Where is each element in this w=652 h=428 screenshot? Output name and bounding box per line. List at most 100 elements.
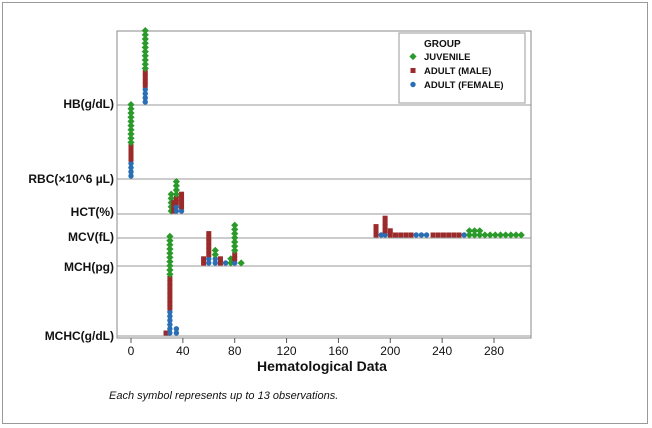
dot-juvenile: [127, 101, 135, 109]
dot-female: [167, 313, 173, 319]
dot-juvenile: [166, 270, 174, 278]
dot-juvenile: [231, 242, 239, 250]
dot-juvenile: [465, 231, 473, 239]
dot-male: [392, 232, 398, 238]
dot-male: [163, 330, 169, 336]
dot-male: [206, 252, 212, 258]
dot-female: [167, 330, 173, 336]
dot-juvenile: [517, 231, 525, 239]
dot-juvenile: [231, 230, 239, 238]
dot-male: [440, 232, 446, 238]
dot-male: [128, 152, 134, 158]
x-tick-label: 40: [176, 344, 190, 358]
dot-female: [206, 260, 212, 266]
dot-juvenile: [166, 253, 174, 261]
dot-male: [382, 228, 388, 234]
dot-juvenile: [231, 221, 239, 229]
dot-male: [167, 280, 173, 286]
dot-juvenile: [231, 238, 239, 246]
dot-juvenile: [496, 231, 505, 239]
dot-male: [408, 232, 414, 238]
dot-male: [167, 296, 173, 302]
x-tick-label: 200: [380, 344, 400, 358]
dot-female: [413, 232, 419, 238]
dot-juvenile: [141, 35, 149, 43]
dot-juvenile: [211, 246, 219, 254]
dot-female: [173, 208, 180, 214]
dot-juvenile: [141, 31, 149, 39]
x-tick-label: 80: [228, 344, 242, 358]
dot-female: [142, 90, 148, 97]
dot-juvenile: [476, 227, 484, 235]
dot-juvenile: [141, 52, 149, 60]
dot-male: [382, 224, 388, 230]
dot-female: [128, 169, 134, 175]
panel-label: MCV(fL): [68, 230, 114, 244]
dot-female: [167, 326, 173, 332]
dot-male: [206, 243, 212, 249]
panel-label: MCHC(g/dL): [45, 329, 114, 343]
dot-juvenile: [141, 64, 149, 72]
panel-label: RBC(×10^6 µL): [28, 172, 114, 186]
dot-female: [206, 256, 212, 262]
dot-female: [167, 309, 173, 315]
dot-male: [456, 232, 462, 238]
legend-marker-male: [410, 68, 416, 73]
x-tick-label: 240: [432, 344, 452, 358]
legend-label-juvenile: JUVENILE: [424, 52, 470, 63]
dot-female: [173, 330, 180, 336]
dot-male: [171, 200, 177, 206]
dot-male: [403, 232, 409, 238]
dot-juvenile: [486, 231, 494, 239]
dot-juvenile: [166, 266, 174, 274]
dot-male: [128, 148, 134, 154]
legend-marker-juvenile: [409, 52, 417, 61]
dot-female: [232, 260, 238, 266]
dot-male: [201, 260, 207, 266]
x-tick-label: 0: [128, 344, 135, 358]
dot-female: [167, 317, 173, 324]
dot-juvenile: [166, 232, 174, 240]
dot-female: [142, 99, 148, 105]
dot-female: [173, 326, 180, 332]
dot-male: [128, 144, 134, 150]
dot-juvenile: [172, 186, 180, 194]
dot-juvenile: [166, 262, 174, 270]
dot-male: [179, 200, 185, 206]
dot-male: [232, 256, 238, 262]
chart-frame: 0 40 80 120 160 200 240 280 HB(g/dL) RBC(×10^6 µ…: [2, 2, 648, 424]
dot-male: [142, 78, 148, 84]
dot-female: [212, 256, 218, 262]
dot-male: [173, 200, 179, 206]
dot-male: [430, 232, 436, 238]
dot-juvenile: [470, 227, 479, 235]
dot-juvenile: [481, 231, 489, 239]
dot-male: [167, 275, 173, 281]
dot-female: [222, 260, 229, 266]
dot-female: [382, 232, 388, 238]
dot-juvenile: [141, 56, 149, 64]
legend-box: [398, 32, 526, 104]
dot-male: [382, 219, 388, 225]
dot-female: [178, 208, 185, 214]
legend-label-male: ADULT (MALE): [424, 66, 491, 77]
dot-juvenile: [141, 43, 149, 51]
dot-male: [217, 260, 223, 266]
dot-juvenile: [231, 246, 239, 254]
dot-juvenile: [166, 245, 174, 253]
dot-male: [206, 231, 212, 237]
footnote: Each symbol represents up to 13 observat…: [109, 390, 338, 402]
dot-male: [217, 256, 223, 262]
dot-male: [173, 195, 179, 201]
dot-juvenile: [167, 190, 175, 198]
dot-juvenile: [465, 227, 473, 235]
dot-juvenile: [470, 231, 479, 239]
dot-female: [418, 232, 425, 238]
dot-male: [387, 232, 393, 238]
dot-male: [387, 228, 393, 234]
dot-male: [451, 232, 457, 238]
dot-juvenile: [476, 231, 484, 239]
dot-juvenile: [141, 48, 149, 56]
dot-female: [167, 321, 173, 328]
dot-male: [179, 191, 185, 197]
